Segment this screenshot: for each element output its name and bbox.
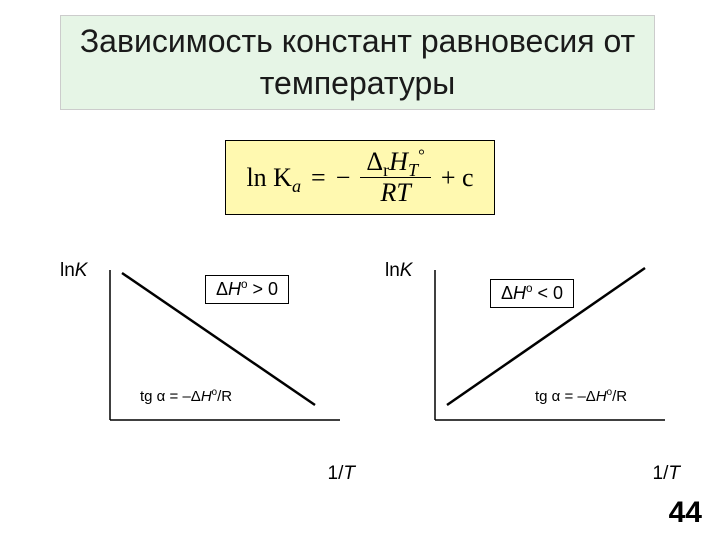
eq-tail: + c xyxy=(441,163,474,193)
page-number: 44 xyxy=(669,496,702,530)
tangent-label-right: tg α = –ΔHo/R xyxy=(535,388,627,405)
tangent-label-left: tg α = –ΔHo/R xyxy=(140,388,232,405)
y-axis-label-right: lnK xyxy=(385,260,412,282)
y-axis-label-left: lnK xyxy=(60,260,87,282)
chart-negative-dh: lnK 1/T ΔHo < 0 tg α = –ΔHo/R xyxy=(395,265,685,455)
equation: ln Ka = − ΔrHT° RT + c xyxy=(246,149,473,206)
equation-box: ln Ka = − ΔrHT° RT + c xyxy=(225,140,495,215)
charts-container: lnK 1/T ΔHo > 0 tg α = –ΔHo/R lnK 1/T ΔH… xyxy=(45,265,685,495)
eq-minus: − xyxy=(336,163,351,193)
chart-positive-dh: lnK 1/T ΔHo > 0 tg α = –ΔHo/R xyxy=(70,265,360,455)
eq-fraction: ΔrHT° RT xyxy=(360,149,430,206)
condition-box-left: ΔHo > 0 xyxy=(205,275,289,304)
title-box: Зависимость констант равновесия от темпе… xyxy=(60,15,655,110)
title-text: Зависимость констант равновесия от темпе… xyxy=(61,21,654,104)
x-axis-label-right: 1/T xyxy=(653,463,680,485)
condition-box-right: ΔHo < 0 xyxy=(490,279,574,308)
eq-equals: = xyxy=(311,163,326,193)
eq-lhs: ln Ka xyxy=(246,163,301,193)
x-axis-label-left: 1/T xyxy=(328,463,355,485)
